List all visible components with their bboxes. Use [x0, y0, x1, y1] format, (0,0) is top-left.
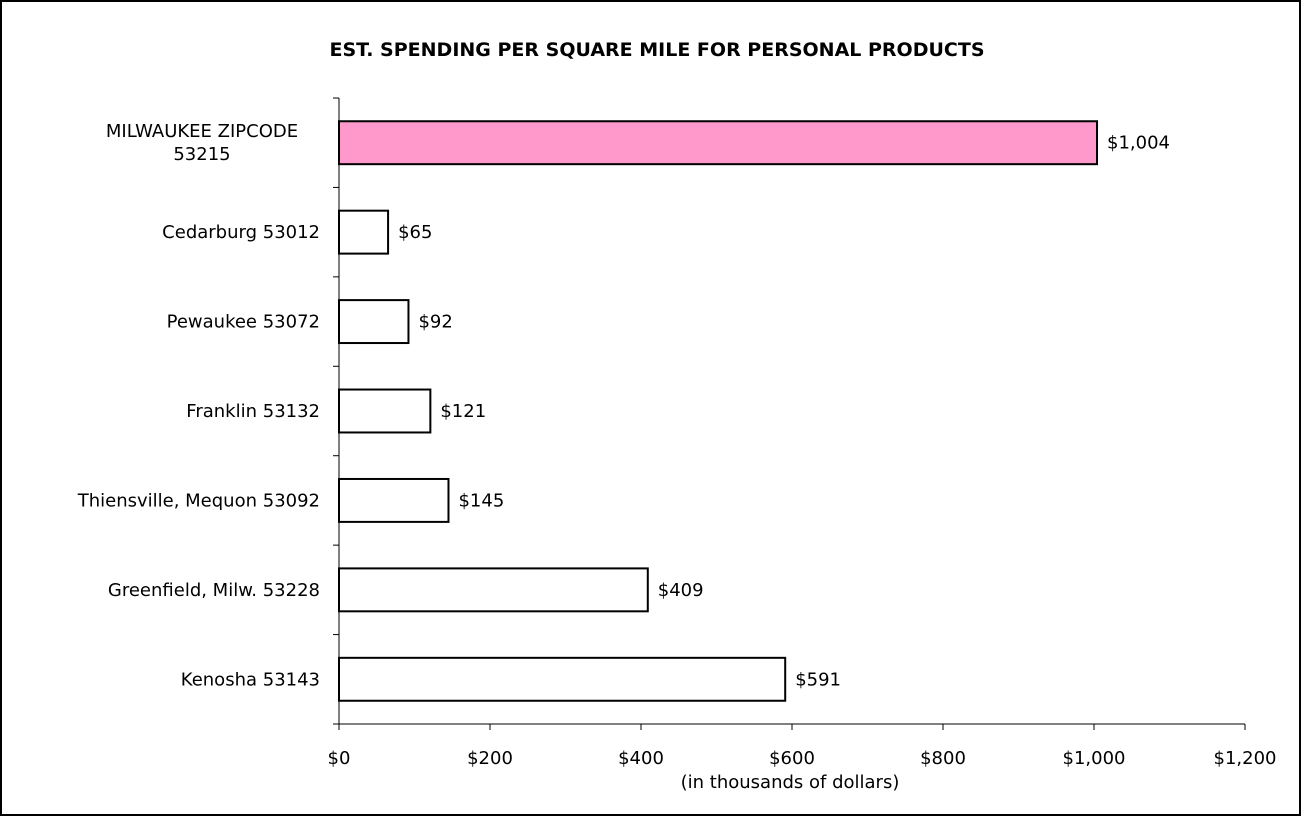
category-label-4: Thiensville, Mequon 53092	[77, 490, 320, 511]
bar-5	[338, 567, 649, 613]
bar-3	[338, 388, 432, 434]
bar-0	[338, 120, 1099, 166]
category-label-0-line-0: MILWAUKEE ZIPCODE	[106, 121, 298, 142]
category-label-3: Franklin 53132	[186, 401, 320, 422]
x-tick-label-2: $400	[618, 748, 664, 769]
x-tick-label-1: $200	[467, 748, 513, 769]
x-tick-label-5: $1,000	[1063, 748, 1126, 769]
category-label-5: Greenfield, Milw. 53228	[108, 580, 320, 601]
x-axis-title: (in thousands of dollars)	[681, 772, 900, 793]
x-tick-label-0: $0	[328, 748, 351, 769]
bar-2	[338, 299, 410, 345]
data-label-3: $121	[440, 401, 486, 422]
chart-title: EST. SPENDING PER SQUARE MILE FOR PERSON…	[329, 39, 984, 61]
bars-layer: $1,004 $65 $92 $121 $145 $409 $591	[338, 120, 1170, 702]
bar-1	[338, 209, 390, 255]
data-label-1: $65	[398, 222, 432, 243]
x-tick-label-6: $1,200	[1214, 748, 1277, 769]
data-label-2: $92	[418, 312, 452, 333]
category-label-6: Kenosha 53143	[181, 669, 320, 690]
category-label-0-line-1: 53215	[173, 144, 230, 165]
data-label-6: $591	[795, 669, 841, 690]
data-label-0: $1,004	[1107, 133, 1170, 154]
bar-6	[338, 656, 787, 702]
bar-4	[338, 477, 450, 523]
x-tick-label-3: $600	[769, 748, 815, 769]
category-label-1: Cedarburg 53012	[162, 222, 320, 243]
x-tick-label-4: $800	[920, 748, 966, 769]
category-label-2: Pewaukee 53072	[167, 312, 320, 333]
data-label-5: $409	[658, 580, 704, 601]
data-label-4: $145	[458, 490, 504, 511]
